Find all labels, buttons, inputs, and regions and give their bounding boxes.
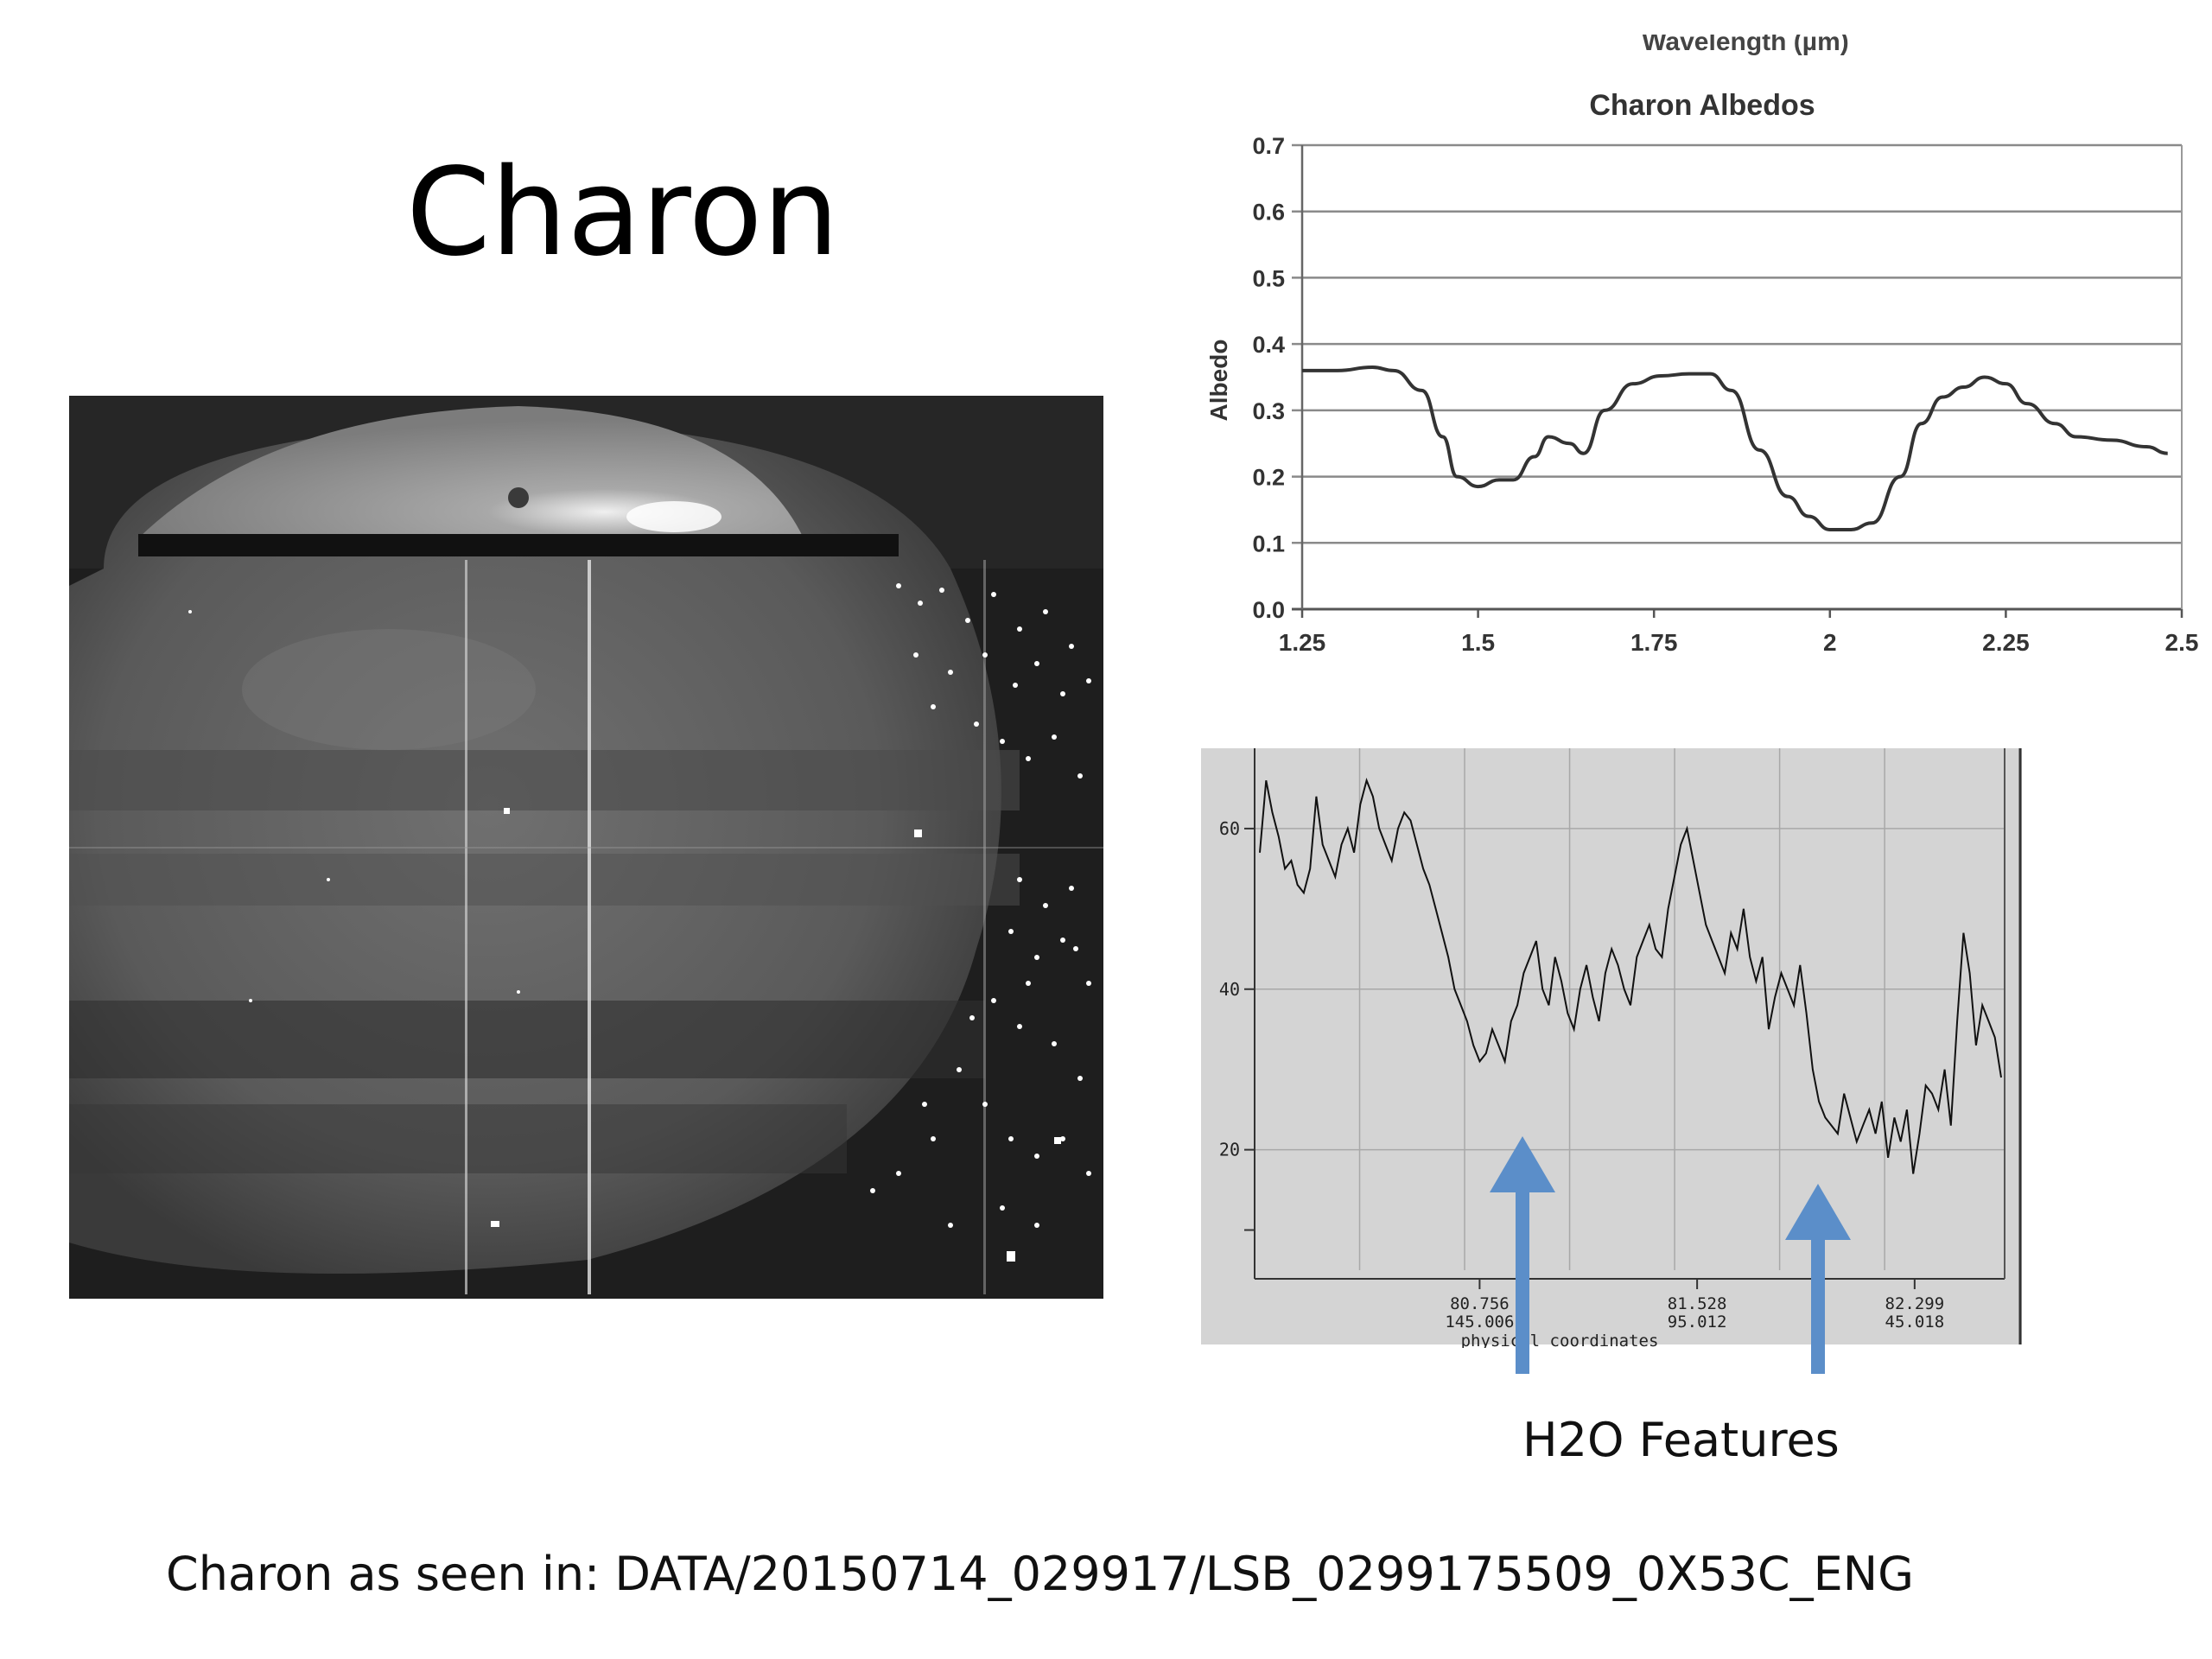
spectrum-x-tick-label-2: 45.018	[1885, 1313, 1945, 1332]
albedo-series-line	[1302, 365, 2168, 531]
spectrum-y-tick-label: 40	[1219, 979, 1240, 1000]
albedo-y-tick-label: 0.7	[1252, 133, 1285, 159]
albedo-chart: Wavelength (µm) Charon Albedos 0.0 0.1 0.2 0.…	[1184, 28, 2212, 726]
albedo-x-tick-label: 1.25	[1279, 629, 1326, 656]
spectrum-x-tick-label-2: 95.012	[1668, 1313, 1727, 1332]
albedo-x-tick-label: 1.5	[1461, 629, 1495, 656]
albedo-y-tick-label: 0.6	[1252, 200, 1285, 226]
spectrum-background	[1201, 748, 2022, 1344]
data-caption: Charon as seen in: DATA/20150714_029917/…	[166, 1547, 1914, 1601]
spectrum-chart: 20 40 60 80.756 145.006 81.528 95.012 82.299 45.…	[1201, 691, 2031, 1351]
albedo-x-tick-label: 1.75	[1630, 629, 1678, 656]
albedo-y-tick-label: 0.5	[1252, 265, 1285, 291]
albedo-x-tick-label: 2	[1823, 629, 1837, 656]
slide-title: Charon	[406, 143, 840, 283]
albedo-y-tick-label: 0.2	[1252, 465, 1285, 491]
albedo-y-tick-label: 0.4	[1252, 332, 1285, 358]
albedo-chart-title: Charon Albedos	[1589, 89, 1815, 122]
albedo-top-cropped-label: Wavelength (µm)	[1642, 35, 1849, 56]
spectrum-top-margin	[1201, 691, 2022, 748]
albedo-y-tick-label: 0.0	[1252, 597, 1285, 623]
charon-image	[69, 396, 1103, 1299]
albedo-x-tick-label: 2.5	[2165, 629, 2199, 656]
spectrum-x-tick-label-1: 82.299	[1885, 1294, 1945, 1313]
spectrum-series-line	[1259, 777, 2002, 1174]
spectrum-x-tick-label-1: 81.528	[1668, 1294, 1727, 1313]
spectrum-x-axis-title: physical coordinates	[1461, 1332, 1659, 1348]
albedo-y-axis-label: Albedo	[1205, 340, 1232, 422]
spectrum-x-tick-label-2: 145.006	[1445, 1313, 1514, 1332]
h2o-features-label: H2O Features	[1522, 1413, 1840, 1467]
spectrum-y-tick-label: 20	[1219, 1140, 1240, 1160]
albedo-y-tick-label: 0.3	[1252, 398, 1285, 424]
spectrum-y-tick-label: 60	[1219, 818, 1240, 839]
albedo-y-tick-label: 0.1	[1252, 531, 1285, 556]
spectrum-x-tick-label-1: 80.756	[1450, 1294, 1510, 1313]
albedo-x-tick-label: 2.25	[1982, 629, 2030, 656]
